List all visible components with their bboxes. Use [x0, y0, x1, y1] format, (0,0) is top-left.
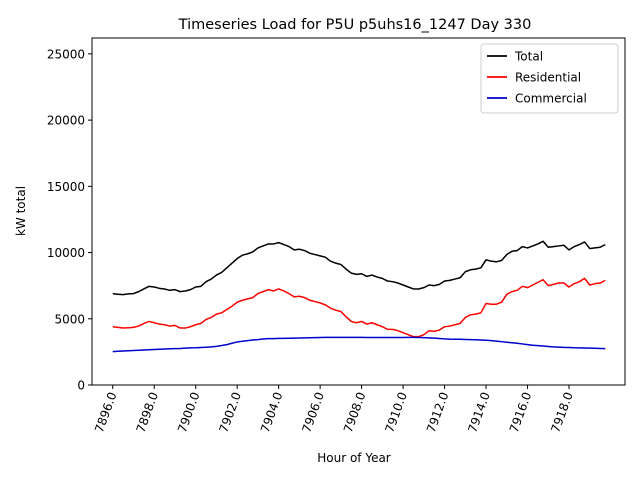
y-axis: 0 5000 10000 15000 20000 25000	[47, 47, 92, 393]
x-tick-label: 7904.0	[258, 390, 286, 434]
series-line-total	[112, 240, 606, 296]
y-tick-label: 0	[77, 379, 85, 393]
x-tick-label: 7896.0	[92, 390, 120, 434]
x-axis-label: Hour of Year	[317, 451, 391, 465]
y-tick-label: 25000	[47, 47, 85, 61]
y-tick-label: 20000	[47, 114, 85, 128]
x-tick-label: 7914.0	[465, 390, 493, 434]
x-tick-label: 7918.0	[548, 390, 576, 434]
x-tick-label: 7916.0	[507, 390, 535, 434]
legend-box	[480, 43, 619, 114]
y-tick-label: 15000	[47, 180, 85, 194]
legend-label-residential: Residential	[515, 71, 581, 85]
x-tick-label: 7900.0	[175, 390, 203, 434]
y-tick-label: 5000	[54, 312, 85, 326]
legend-label-commercial: Commercial	[515, 92, 587, 106]
series-line-residential	[112, 277, 606, 338]
x-tick-label: 7906.0	[299, 390, 327, 434]
x-tick-label: 7898.0	[134, 390, 162, 434]
legend-label-total: Total	[514, 50, 543, 64]
y-tick-label: 10000	[47, 246, 85, 260]
y-axis-label: kW total	[14, 186, 28, 236]
x-tick-label: 7902.0	[216, 390, 244, 434]
plot-frame	[91, 37, 626, 386]
series-layer	[112, 240, 606, 353]
x-axis: 7896.0 7898.0 7900.0 7902.0 7904.0 7906.0 7908…	[92, 385, 576, 434]
x-tick-label: 7912.0	[424, 390, 452, 434]
series-line-commercial	[112, 336, 606, 353]
x-tick-label: 7910.0	[382, 390, 410, 434]
x-tick-label: 7908.0	[341, 390, 369, 434]
legend: Total Residential Commercial	[480, 43, 619, 114]
chart-title: Timeseries Load for P5U p5uhs16_1247 Day…	[178, 17, 532, 33]
